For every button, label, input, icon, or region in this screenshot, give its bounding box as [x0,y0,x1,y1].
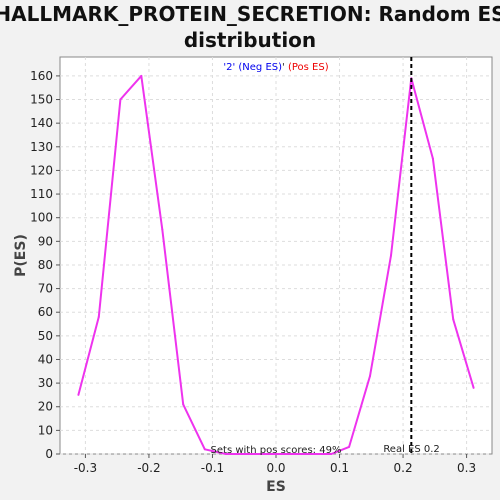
y-tick-label: 10 [38,423,53,437]
y-tick-label: 30 [38,376,53,390]
x-tick-label: -0.2 [137,461,160,475]
data-point [182,403,185,406]
x-tick-label: 0.0 [266,461,285,475]
y-tick-label: 0 [45,447,53,461]
data-point [161,228,164,231]
x-axis-label: ES [266,479,286,495]
data-point [369,375,372,378]
legend-neg-es: '2' (Neg ES) [223,62,282,73]
data-point [472,386,475,389]
y-axis-label: P(ES) [13,234,29,277]
x-tick-label: -0.3 [74,461,97,475]
x-tick-label: 0.3 [457,461,476,475]
y-tick-label: 100 [30,211,53,225]
data-point [452,318,455,321]
data-point [288,453,291,455]
y-tick-label: 150 [30,93,53,107]
chart-title: HALLMARK_PROTEIN_SECRETION: Random ESdis… [0,2,500,52]
data-point [224,453,227,455]
x-tick-label: -0.1 [201,461,224,475]
data-point [140,74,143,77]
title-line-2: distribution [184,28,316,52]
legend-separator: ' [282,62,288,73]
y-tick-label: 60 [38,305,53,319]
data-point [119,98,122,101]
x-axis-ticks: -0.3 -0.2 -0.1 0.0 0.1 0.2 0.3 [74,454,476,475]
legend: '2' (Neg ES)' (Pos ES) [223,62,328,73]
x-tick-label: 0.1 [330,461,349,475]
y-axis-ticks: 0 10 20 30 40 50 60 70 80 90 100 110 120 130 140 150 160 [30,69,60,461]
real-es-marker: Real ES 0.2 [383,57,440,455]
y-tick-label: 50 [38,329,53,343]
data-point [330,453,333,455]
x-tick-label: 0.2 [394,461,413,475]
data-point [245,453,248,455]
series-line-0 [77,74,475,455]
y-tick-label: 80 [38,258,53,272]
title-line-1: HALLMARK_PROTEIN_SECRETION: Random ES [0,2,500,26]
data-point [431,157,434,160]
data-point [348,445,351,448]
y-tick-label: 20 [38,400,53,414]
data-point [267,453,270,455]
y-tick-label: 160 [30,69,53,83]
data-point [77,393,80,396]
y-tick-label: 110 [30,187,53,201]
real-es-label: Real ES 0.2 [383,444,439,455]
series-group [77,74,475,455]
y-tick-label: 130 [30,140,53,154]
y-tick-label: 140 [30,116,53,130]
data-point [97,315,100,318]
y-tick-label: 120 [30,163,53,177]
legend-pos-es: (Pos ES) [288,62,329,73]
data-point [309,453,312,455]
y-tick-label: 90 [38,234,53,248]
pos-scores-annotation: Sets with pos scores: 49% [211,445,342,456]
data-point [203,448,206,451]
grid [60,57,492,455]
y-tick-label: 70 [38,282,53,296]
data-point [389,254,392,257]
y-tick-label: 40 [38,352,53,366]
